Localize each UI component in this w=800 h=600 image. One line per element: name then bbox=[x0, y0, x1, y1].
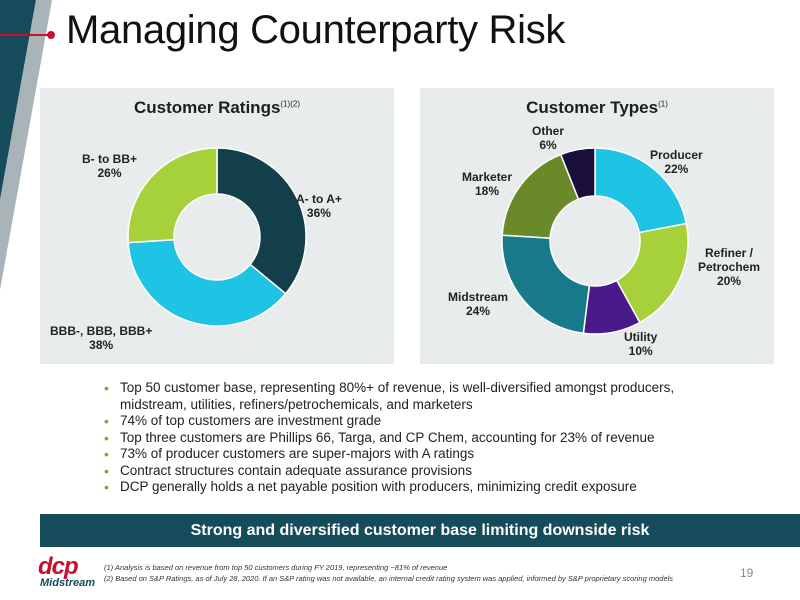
label-marketer: Marketer 18% bbox=[462, 170, 512, 198]
label-bbb-rating: BBB-, BBB, BBB+ 38% bbox=[50, 324, 152, 352]
customer-types-title-text: Customer Types bbox=[526, 98, 659, 117]
customer-types-title-sup: (1) bbox=[658, 99, 668, 109]
label-midstream-pct: 24% bbox=[466, 304, 491, 318]
label-utility: Utility 10% bbox=[624, 330, 657, 358]
customer-types-panel: Customer Types(1) Producer 22% Refiner /… bbox=[420, 88, 774, 364]
ratings-slice-b-to-bb bbox=[127, 147, 218, 244]
logo-midstream-text: Midstream bbox=[40, 577, 96, 589]
bullet-item: DCP generally holds a net payable positi… bbox=[102, 479, 742, 496]
bullet-item: Contract structures contain adequate ass… bbox=[102, 463, 742, 480]
label-bbb-rating-pct: 38% bbox=[89, 338, 114, 352]
label-bb-rating-pct: 26% bbox=[97, 166, 122, 180]
label-refiner-name-2: Petrochem bbox=[698, 260, 761, 274]
accent-dot bbox=[47, 31, 55, 39]
page-number: 19 bbox=[740, 566, 754, 580]
customer-ratings-panel: Customer Ratings(1)(2) A- to A+ 36% BBB-… bbox=[40, 88, 394, 364]
logo-dcp-text: dcp bbox=[38, 553, 79, 580]
label-midstream: Midstream 24% bbox=[448, 290, 508, 318]
bullet-item: Top three customers are Phillips 66, Tar… bbox=[102, 430, 742, 447]
label-producer-name: Producer bbox=[650, 148, 703, 162]
customer-types-title: Customer Types(1) bbox=[420, 98, 774, 118]
page-title: Managing Counterparty Risk bbox=[66, 8, 566, 52]
customer-ratings-title: Customer Ratings(1)(2) bbox=[40, 98, 394, 118]
dcp-midstream-logo: dcp Midstream bbox=[38, 555, 96, 595]
label-producer: Producer 22% bbox=[650, 148, 703, 176]
label-a-rating: A- to A+ 36% bbox=[296, 192, 342, 220]
footnote-1: (1) Analysis is based on revenue from to… bbox=[104, 563, 448, 572]
label-a-rating-name: A- to A+ bbox=[296, 192, 342, 206]
label-producer-pct: 22% bbox=[664, 162, 689, 176]
label-other: Other 6% bbox=[532, 124, 564, 152]
label-bb-rating-name: B- to BB+ bbox=[82, 152, 137, 166]
label-midstream-name: Midstream bbox=[448, 290, 509, 304]
customer-ratings-donut bbox=[127, 147, 307, 327]
footnotes: (1) Analysis is based on revenue from to… bbox=[104, 562, 673, 584]
label-utility-pct: 10% bbox=[628, 344, 653, 358]
label-a-rating-pct: 36% bbox=[306, 206, 331, 220]
label-refiner-pct: 20% bbox=[717, 274, 742, 288]
types-slice-other bbox=[559, 147, 596, 201]
bullet-item: 73% of producer customers are super-majo… bbox=[102, 446, 742, 463]
customer-types-donut bbox=[501, 147, 689, 335]
label-refiner: Refiner / Petrochem 20% bbox=[698, 246, 760, 288]
label-other-pct: 6% bbox=[539, 138, 557, 152]
ratings-slice-a-to-a bbox=[216, 147, 307, 295]
bullet-list: Top 50 customer base, representing 80%+ … bbox=[102, 380, 742, 496]
bullet-item: Top 50 customer base, representing 80%+ … bbox=[102, 380, 742, 413]
label-bb-rating: B- to BB+ 26% bbox=[82, 152, 137, 180]
ratings-slice-bbb-bbb-bbb bbox=[127, 238, 287, 327]
types-slice-midstream bbox=[501, 234, 591, 335]
customer-ratings-title-text: Customer Ratings bbox=[134, 98, 281, 117]
corner-decoration bbox=[0, 0, 52, 290]
label-bbb-rating-name: BBB-, BBB, BBB+ bbox=[50, 324, 153, 338]
label-refiner-name-1: Refiner / bbox=[705, 246, 754, 260]
customer-ratings-title-sup: (1)(2) bbox=[280, 99, 300, 109]
footnote-2: (2) Based on S&P Ratings, as of July 28,… bbox=[104, 574, 674, 583]
summary-banner: Strong and diversified customer base lim… bbox=[40, 514, 800, 547]
label-marketer-name: Marketer bbox=[462, 170, 513, 184]
accent-line bbox=[0, 34, 50, 36]
label-utility-name: Utility bbox=[624, 330, 658, 344]
bullet-item: 74% of top customers are investment grad… bbox=[102, 413, 742, 430]
label-other-name: Other bbox=[532, 124, 565, 138]
label-marketer-pct: 18% bbox=[475, 184, 500, 198]
